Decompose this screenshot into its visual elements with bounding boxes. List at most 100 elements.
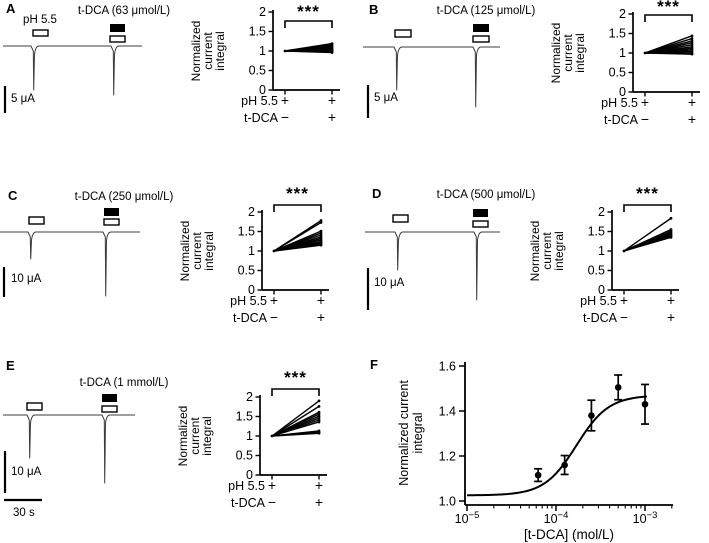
condition-value: − <box>270 309 278 325</box>
y-tick-label: 2 <box>259 5 266 19</box>
y-tick-label: 1.4 <box>439 404 456 418</box>
y-tick-label: 1.2 <box>439 449 456 463</box>
current-trace <box>3 414 135 484</box>
data-point <box>690 45 694 49</box>
paired-line <box>623 228 672 252</box>
data-point <box>690 39 694 43</box>
y-tick-label: 1 <box>259 44 266 58</box>
y-tick-label: 1 <box>619 46 626 60</box>
condition-row-label: t-DCA <box>233 311 268 325</box>
y-axis-label: integral <box>552 231 566 270</box>
fit-curve <box>466 395 647 497</box>
y-tick-label: 1.5 <box>249 25 266 39</box>
significance-stars: *** <box>636 184 659 203</box>
condition-value: + <box>328 92 336 108</box>
data-point <box>317 412 321 416</box>
trace-title: t-DCA (500 μmol/L) <box>437 189 536 201</box>
data-point <box>317 429 321 433</box>
data-point <box>272 249 276 253</box>
significance-stars: *** <box>286 184 309 203</box>
data-point <box>319 235 323 239</box>
y-tick-label: 1.5 <box>609 27 626 41</box>
significance-stars: *** <box>657 0 680 16</box>
y-tick-label: 2 <box>619 7 626 21</box>
paired-line <box>271 400 320 437</box>
condition-value: + <box>667 292 675 308</box>
condition-value: − <box>268 494 276 510</box>
paired-line <box>284 42 333 52</box>
y-tick-label: 0.5 <box>236 449 253 463</box>
data-point <box>690 34 694 38</box>
panel-letter: F <box>370 357 378 372</box>
condition-value: + <box>620 292 628 308</box>
data-point <box>317 410 321 414</box>
significance-bracket <box>271 388 320 396</box>
significance-stars: *** <box>297 2 320 21</box>
dose-response-plot: F Normalized current integral 1.0 1.2 1.4 1.6 1… <box>370 357 673 542</box>
y-tick-label: 1 <box>598 244 605 258</box>
trace-title: t-DCA (1 mmol/L) <box>80 377 169 389</box>
stimulus-bar-filled <box>104 208 119 216</box>
trace-title: t-DCA (125 μmol/L) <box>437 5 536 17</box>
y-tick-label: 1 <box>246 429 253 443</box>
condition-value: + <box>688 111 696 127</box>
panel-letter: D <box>372 186 381 201</box>
y-axis-label: current <box>561 34 575 72</box>
y-tick-label: 1 <box>248 244 255 258</box>
y-axis-label: Normalized current <box>397 380 411 486</box>
data-point <box>643 51 647 55</box>
condition-row-label: t-DCA <box>244 111 279 125</box>
y-tick-label: 0 <box>246 468 253 482</box>
condition-value: + <box>315 477 323 493</box>
y-tick-label: 1.0 <box>439 494 456 508</box>
data-point <box>317 404 321 408</box>
stimulus-bar-filled <box>110 24 125 32</box>
condition-value: − <box>641 111 649 127</box>
data-point <box>317 416 321 420</box>
data-point <box>669 228 673 231</box>
paired-line <box>271 405 320 437</box>
stimulus-bar-open <box>101 405 118 413</box>
y-tick-label: 2 <box>246 390 253 404</box>
x-axis-label: [t-DCA] (mol/L) <box>524 527 614 542</box>
stimulus-bar-open <box>472 35 490 43</box>
y-tick-label: 2 <box>248 205 255 219</box>
paired-line <box>271 411 320 437</box>
y-tick-label: 0.5 <box>588 264 605 278</box>
y-axis-label: current <box>540 232 554 270</box>
condition-row-label: pH 5.5 <box>228 479 265 493</box>
paired-line <box>271 430 320 437</box>
condition-row-label: pH 5.5 <box>580 294 617 308</box>
y-tick-label: 0 <box>259 83 266 97</box>
y-tick-label: 0 <box>619 85 626 99</box>
condition-value: + <box>281 92 289 108</box>
data-point <box>317 399 321 403</box>
stimulus-bar-open <box>32 29 49 37</box>
stimulus-bar-open <box>103 218 120 226</box>
stimulus-bar-filled <box>102 394 117 402</box>
current-trace-group: t-DCA (63 μmol/L) pH 5.5 5 μA <box>3 5 170 113</box>
y-tick-label: 1.5 <box>236 410 253 424</box>
scale-bar-label: 10 μA <box>11 466 42 478</box>
scale-bar-label: 5 μA <box>11 93 35 105</box>
x-tick-label: 10−3 <box>633 510 658 526</box>
data-point <box>690 37 694 40</box>
condition-row-label: pH 5.5 <box>601 96 638 110</box>
y-axis-label: integral <box>213 31 227 70</box>
condition-value: + <box>268 477 276 493</box>
condition-value: + <box>315 494 323 510</box>
condition-value: + <box>328 109 336 125</box>
y-axis-label: integral <box>200 416 214 455</box>
y-axis-label: Normalized <box>528 221 542 282</box>
stimulus-bar-open <box>28 216 45 225</box>
stimulus-bar-open <box>472 220 489 228</box>
scale-bar-label: 5 μA <box>374 92 398 104</box>
data-point <box>319 219 323 222</box>
y-axis-label: current <box>201 32 215 70</box>
y-tick-label: 0 <box>598 283 605 297</box>
data-point <box>690 43 694 47</box>
